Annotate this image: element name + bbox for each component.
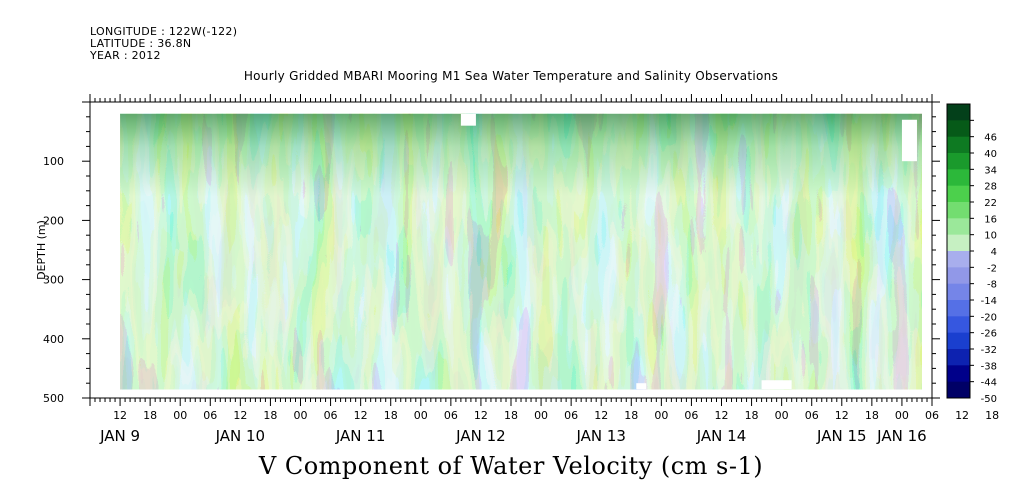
missing-data-block [901, 119, 917, 162]
variable-title: V Component of Water Velocity (cm s-1) [258, 452, 764, 480]
chart-title: Hourly Gridded MBARI Mooring M1 Sea Wate… [243, 69, 779, 83]
x-tick-label: 00 [414, 409, 428, 422]
heatmap-field [120, 113, 922, 390]
colorbar-swatch [947, 218, 970, 236]
x-tick-label: 12 [715, 409, 729, 422]
y-tick-label: 300 [43, 274, 64, 287]
x-tick-label: 18 [985, 409, 999, 422]
x-tick-label: 18 [263, 409, 277, 422]
x-tick-label: 18 [143, 409, 157, 422]
colorbar-tick-label: -2 [987, 263, 997, 274]
colorbar-tick-label: -38 [981, 361, 997, 372]
x-day-label: JAN 13 [575, 427, 626, 445]
x-tick-label: 06 [805, 409, 819, 422]
y-axis-label: DEPTH (m) [35, 220, 48, 280]
year-label: YEAR : 2012 [90, 49, 161, 62]
missing-data-block [460, 113, 476, 126]
x-tick-label: 12 [835, 409, 849, 422]
y-tick-label: 400 [43, 333, 64, 346]
x-tick-label: 12 [113, 409, 127, 422]
x-tick-label: 18 [504, 409, 518, 422]
x-day-label: JAN 15 [816, 427, 867, 445]
x-day-label: JAN 16 [876, 427, 927, 445]
colorbar-swatch [947, 185, 970, 203]
x-day-label: JAN 9 [99, 427, 140, 445]
x-tick-label: 18 [745, 409, 759, 422]
colorbar-tick-label: -14 [981, 296, 997, 307]
axes: 12 18 00 06 12 18 00 06 12 18 00 06 12 18 00 06 12 18 00 06… [35, 94, 999, 445]
x-tick-label: 06 [324, 409, 338, 422]
colorbar-tick-label: 16 [984, 214, 997, 225]
x-tick-label: 18 [384, 409, 398, 422]
colorbar-tick-label: -32 [981, 345, 997, 356]
colorbar-tick-label: -8 [987, 280, 997, 291]
latitude-label: LATITUDE : 36.8N [90, 37, 192, 50]
colorbar-tick-label: -20 [981, 312, 997, 323]
colorbar-swatch [947, 251, 970, 268]
x-day-label: JAN 10 [215, 427, 266, 445]
x-tick-label: 12 [474, 409, 488, 422]
colorbar-swatch [947, 267, 970, 285]
colorbar-swatch [947, 234, 970, 252]
missing-data-layer [460, 113, 917, 390]
x-tick-label: 00 [654, 409, 668, 422]
colorbar-tick-label: 28 [984, 182, 997, 193]
x-tick-label: 00 [294, 409, 308, 422]
y-tick-label: 200 [43, 214, 64, 227]
colorbar-swatch [947, 104, 970, 121]
x-tick-label: 06 [684, 409, 698, 422]
x-tick-label: 12 [354, 409, 368, 422]
colorbar-swatch [947, 381, 970, 399]
colorbar-tick-label: 46 [984, 133, 997, 144]
colorbar-swatch [947, 283, 970, 301]
colorbar-swatch [947, 365, 970, 383]
missing-data-block [761, 380, 792, 390]
x-tick-label: 18 [865, 409, 879, 422]
x-tick-label: 00 [173, 409, 187, 422]
colorbar-tick-label: 10 [984, 231, 997, 242]
y-tick-label: 500 [43, 392, 64, 405]
colorbar-swatch [947, 300, 970, 317]
x-tick-label: 12 [955, 409, 969, 422]
heatmap-surface-shade [120, 113, 922, 390]
colorbar: -50 -44 -38 -32 -26 -20 -14 -8 -2 4 10 16 22 28 34 40 46 [946, 103, 997, 405]
x-tick-label: 12 [594, 409, 608, 422]
colorbar-swatch [947, 153, 970, 170]
x-tick-label: 12 [233, 409, 247, 422]
x-tick-label: 06 [564, 409, 578, 422]
x-tick-label: 18 [624, 409, 638, 422]
missing-data-block [636, 383, 647, 390]
x-tick-label: 06 [925, 409, 939, 422]
colorbar-tick-label: -44 [981, 378, 997, 389]
x-day-label: JAN 11 [335, 427, 386, 445]
colorbar-swatch [947, 349, 970, 366]
colorbar-tick-label: -50 [981, 394, 997, 405]
colorbar-swatch [947, 316, 970, 334]
colorbar-tick-label: 4 [991, 247, 997, 258]
colorbar-tick-label: 40 [984, 149, 997, 160]
colorbar-tick-label: -26 [981, 329, 997, 340]
colorbar-swatch [947, 332, 970, 350]
x-tick-label: 06 [444, 409, 458, 422]
colorbar-tick-label: 34 [984, 165, 997, 176]
colorbar-swatch [947, 169, 970, 187]
x-tick-label: 00 [775, 409, 789, 422]
y-tick-label: 100 [43, 155, 64, 168]
colorbar-swatch [947, 202, 970, 219]
x-tick-label: 06 [203, 409, 217, 422]
longitude-label: LONGITUDE : 122W(-122) [90, 25, 238, 38]
x-day-label: JAN 14 [696, 427, 747, 445]
colorbar-tick-label: 22 [984, 198, 997, 209]
x-tick-label: 00 [895, 409, 909, 422]
x-day-label: JAN 12 [455, 427, 506, 445]
colorbar-swatch [947, 136, 970, 154]
colorbar-swatch [947, 120, 970, 138]
x-tick-label: 00 [534, 409, 548, 422]
